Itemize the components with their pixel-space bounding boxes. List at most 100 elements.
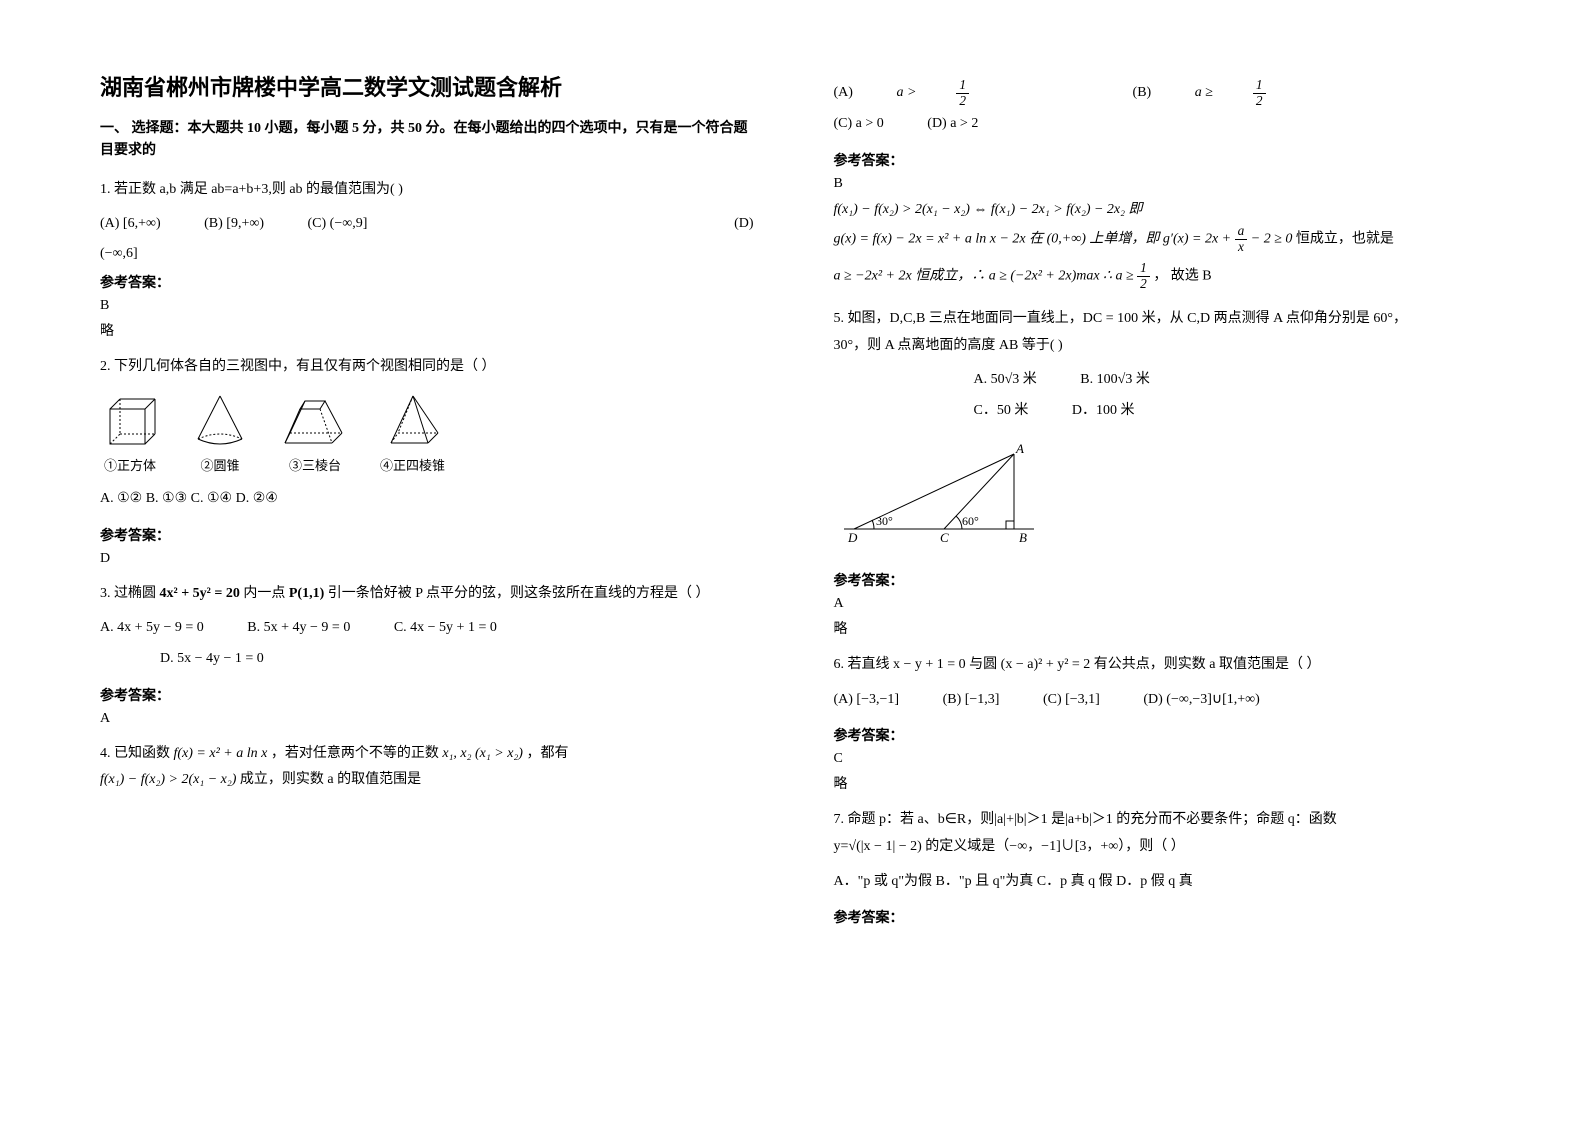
q1-ans: B [100, 298, 754, 314]
shape-pyramid: ④正四棱锥 [380, 391, 445, 474]
q3-options: A. 4x + 5y − 9 = 0 B. 5x + 4y − 9 = 0 C.… [100, 613, 754, 675]
q1-note: 略 [100, 320, 754, 340]
q1-opt-b: (B) [9,+∞) [204, 209, 264, 240]
q7-ans-label: 参考答案： [834, 907, 1488, 927]
q6-opt-b: (B) [−1,3] [943, 685, 1000, 716]
shape-cube-label: ①正方体 [100, 455, 160, 474]
q4-expl3-c: ， 故选 B [1153, 268, 1211, 283]
q4-expl2-b: g′(x) = 2x + [1163, 231, 1235, 246]
left-column: 湖南省郴州市牌楼中学高二数学文测试题含解析 一、 选择题：本大题共 10 小题，… [100, 70, 754, 1052]
q3-ans-label: 参考答案： [100, 685, 754, 705]
q3-opt-a: A. 4x + 5y − 9 = 0 [100, 613, 204, 644]
q1-opt-d2: (−∞,6] [100, 246, 754, 262]
q1-opt-c: (C) (−∞,9] [308, 209, 368, 240]
q3-text-b: 内一点 [243, 586, 289, 601]
q6-note: 略 [834, 773, 1488, 793]
q4-opt-d: (D) a > 2 [927, 109, 978, 140]
q4-expl2-a: g(x) = f(x) − 2x = x² + a ln x − 2x 在 (0… [834, 231, 1163, 246]
q5-opt-c: C．50 米 [974, 396, 1029, 427]
q5-diagram: A B C D 30° 60° [834, 439, 1054, 549]
q4-expl2-d: 恒成立，也就是 [1296, 231, 1394, 246]
q4-expl3-b: a ≥ [1115, 268, 1137, 283]
q5-text-a: 5. 如图，D,C,B 三点在地面同一直线上，DC = 100 米，从 C,D … [834, 311, 1408, 326]
q4-expl3: a ≥ −2x² + 2x 恒成立，∴ a ≥ (−2x² + 2x)max ∴… [834, 261, 1488, 292]
q5-opt-b: B. 100√3 米 [1080, 365, 1150, 396]
svg-text:C: C [940, 530, 949, 545]
q4-opt-a-post: a > [896, 78, 916, 109]
q2-options: A. ①② B. ①③ C. ①④ D. ②④ [100, 484, 754, 515]
q2-shapes: ①正方体 ②圆锥 ③三棱台 [100, 391, 754, 474]
q4-opt-b-pre: (B) [1133, 78, 1152, 109]
svg-text:A: A [1015, 441, 1024, 456]
q6-opt-c: (C) [−3,1] [1043, 685, 1100, 716]
q1-options: (A) [6,+∞) (B) [9,+∞) (C) (−∞,9] (D) [100, 209, 754, 240]
q4-text-a: 4. 已知函数 [100, 746, 174, 761]
q3-text-c: 引一条恰好被 P 点平分的弦，则这条弦所在直线的方程是（ ） [328, 586, 710, 601]
q5-text: 5. 如图，D,C,B 三点在地面同一直线上，DC = 100 米，从 C,D … [834, 306, 1488, 359]
q6-ans: C [834, 751, 1488, 767]
q1-opt-d: (D) [734, 209, 753, 240]
q2-text: 2. 下列几何体各自的三视图中，有且仅有两个视图相同的是（ ） [100, 354, 754, 381]
q7-text-b: y=√(|x − 1| − 2) 的定义域是（−∞，−1]∪[3，+∞），则（ … [834, 839, 1185, 854]
shape-frustum-label: ③三棱台 [280, 455, 350, 474]
cube-icon [100, 391, 160, 451]
q4-opt-c: (C) a > 0 [834, 109, 884, 140]
q6-ans-label: 参考答案： [834, 725, 1488, 745]
q4-text-c: ，都有 [526, 746, 568, 761]
cone-icon [190, 391, 250, 451]
q4-options: (A) a > 12 (B) a ≥ 12 (C) a > 0 (D) a > … [834, 78, 1488, 140]
q5-ans-label: 参考答案： [834, 570, 1488, 590]
q4-opt-b-post: a ≥ [1195, 78, 1213, 109]
q3-ans: A [100, 711, 754, 727]
q1-text: 1. 若正数 a,b 满足 ab=a+b+3,则 ab 的最值范围为( ) [100, 177, 754, 204]
shape-cone-label: ②圆锥 [190, 455, 250, 474]
q5-opt-a: A. 50√3 米 [974, 365, 1037, 396]
svg-text:60°: 60° [962, 514, 979, 528]
q4-opt-a: (A) a > 12 [834, 78, 1090, 109]
q3-opt-b: B. 5x + 4y − 9 = 0 [247, 613, 350, 644]
q4-expl2-c: − 2 ≥ 0 [1247, 231, 1292, 246]
q5-opt-d: D．100 米 [1072, 396, 1135, 427]
q3-text-a: 3. 过椭圆 [100, 586, 160, 601]
q2-ans-label: 参考答案： [100, 525, 754, 545]
q4-eq3: f(x₁) − f(x₂) > 2(x₁ − x₂) [100, 772, 236, 787]
q6-opt-d: (D) (−∞,−3]∪[1,+∞) [1143, 685, 1259, 716]
q4-expl2: g(x) = f(x) − 2x = x² + a ln x − 2x 在 (0… [834, 224, 1488, 255]
q4-opt-b: (B) a ≥ 12 [1133, 78, 1386, 109]
q2-ans: D [100, 551, 754, 567]
pyramid-icon [383, 391, 443, 451]
q7-options: A．"p 或 q"为假 B．"p 且 q"为真 C．p 真 q 假 D．p 假 … [834, 867, 1488, 898]
q4-opt-a-pre: (A) [834, 78, 853, 109]
svg-text:30°: 30° [876, 514, 893, 528]
section-1-head: 一、 选择题：本大题共 10 小题，每小题 5 分，共 50 分。在每小题给出的… [100, 118, 754, 163]
svg-text:B: B [1019, 530, 1027, 545]
shape-pyramid-label: ④正四棱锥 [380, 455, 445, 474]
q6-text: 6. 若直线 x − y + 1 = 0 与圆 (x − a)² + y² = … [834, 652, 1488, 679]
q4-eq1: f(x) = x² + a ln x [174, 746, 268, 761]
frustum-icon [280, 391, 350, 451]
page-title: 湖南省郴州市牌楼中学高二数学文测试题含解析 [100, 70, 754, 102]
q7-text: 7. 命题 p：若 a、b∈R，则|a|+|b|＞1 是|a+b|＞1 的充分而… [834, 807, 1488, 860]
q1-ans-label: 参考答案： [100, 272, 754, 292]
shape-frustum: ③三棱台 [280, 391, 350, 474]
q4-expl1: f(x₁) − f(x₂) > 2(x₁ − x₂) ⇔ f(x₁) − 2x₁… [834, 198, 1488, 218]
q4-text-d: 成立，则实数 a 的取值范围是 [240, 772, 421, 787]
q4-text: 4. 已知函数 f(x) = x² + a ln x ，若对任意两个不等的正数 … [100, 741, 754, 794]
q3-opt-d: D. 5x − 4y − 1 = 0 [160, 644, 264, 675]
q3-eq2: P(1,1) [289, 586, 324, 601]
q3-text: 3. 过椭圆 4x² + 5y² = 20 内一点 P(1,1) 引一条恰好被 … [100, 581, 754, 608]
shape-cone: ②圆锥 [190, 391, 250, 474]
q5-ans: A [834, 596, 1488, 612]
q6-opt-a: (A) [−3,−1] [834, 685, 900, 716]
shape-cube: ①正方体 [100, 391, 160, 474]
q4-text-b: ，若对任意两个不等的正数 [271, 746, 443, 761]
q4-expl3-a: a ≥ −2x² + 2x 恒成立，∴ a ≥ (−2x² + 2x)max ∴ [834, 268, 1116, 283]
q5-options: A. 50√3 米 B. 100√3 米 C．50 米 D．100 米 [834, 365, 1488, 427]
q7-text-a: 7. 命题 p：若 a、b∈R，则|a|+|b|＞1 是|a+b|＞1 的充分而… [834, 812, 1337, 827]
right-column: (A) a > 12 (B) a ≥ 12 (C) a > 0 (D) a > … [834, 70, 1488, 1052]
q6-options: (A) [−3,−1] (B) [−1,3] (C) [−3,1] (D) (−… [834, 685, 1488, 716]
q4-eq2: x₁, x₂ (x₁ > x₂) [442, 746, 523, 761]
q3-eq1: 4x² + 5y² = 20 [160, 586, 240, 601]
q1-opt-a: (A) [6,+∞) [100, 209, 161, 240]
q4-ans: B [834, 176, 1488, 192]
